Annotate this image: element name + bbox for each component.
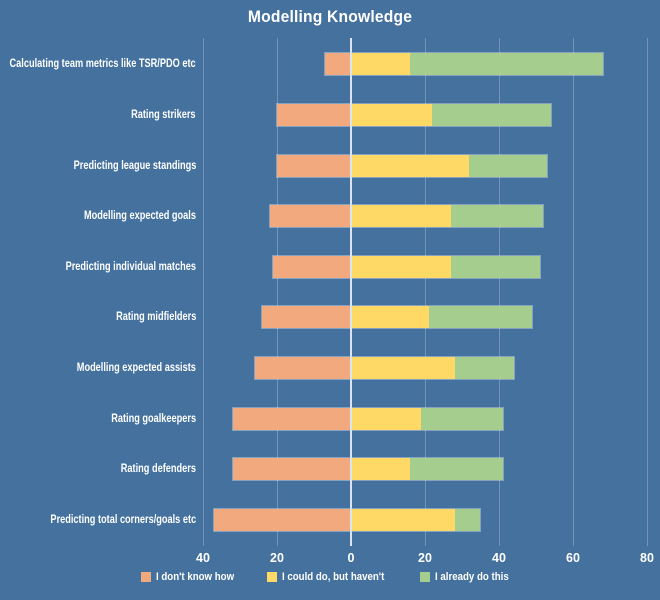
category-label: Modelling expected assists [0, 361, 196, 375]
bar-segment-i-don-t-know-how [262, 306, 351, 329]
legend-label: I don't know how [156, 571, 235, 583]
category-label: Modelling expected goals [0, 209, 196, 223]
x-tick-label: 40 [196, 551, 210, 565]
zero-line [350, 38, 352, 546]
legend-item: I already do this [420, 571, 519, 583]
category-label: Rating midfielders [0, 310, 196, 324]
category-label: Rating strikers [0, 108, 196, 122]
bar-row [277, 103, 551, 126]
gridline-20 [424, 38, 426, 546]
legend-swatch [420, 572, 431, 582]
bar-segment-i-already-do-this [432, 103, 551, 126]
bar-segment-i-already-do-this [450, 205, 544, 228]
gridline-40 [202, 38, 204, 546]
category-label-text: Rating goalkeepers [111, 412, 196, 425]
bar-row [325, 53, 603, 76]
legend-swatch [141, 572, 152, 582]
bar-segment-i-could-do-but-haven-t [350, 458, 411, 481]
category-label: Calculating team metrics like TSR/PDO et… [0, 57, 196, 71]
bar-segment-i-already-do-this [450, 255, 540, 278]
legend-swatch [266, 572, 277, 582]
bar-segment-i-already-do-this [428, 306, 533, 329]
x-tick-label: 0 [347, 551, 355, 565]
bar-row [262, 306, 533, 329]
bar-segment-i-already-do-this [421, 407, 503, 430]
category-label: Predicting league standings [0, 159, 196, 173]
bar-segment-i-don-t-know-how [277, 103, 351, 126]
x-tick-label: 20 [270, 551, 284, 565]
legend-item: I don't know how [141, 571, 245, 583]
bar-segment-i-already-do-this [454, 508, 481, 531]
bar-segment-i-already-do-this [410, 53, 603, 76]
bar-segment-i-could-do-but-haven-t [350, 407, 422, 430]
bar-segment-i-don-t-know-how [277, 154, 351, 177]
legend-label: I could do, but haven't [281, 571, 385, 583]
category-label-text: Predicting individual matches [65, 260, 196, 273]
x-tick-label: 20 [418, 551, 432, 565]
bar-segment-i-could-do-but-haven-t [350, 508, 455, 531]
bar-segment-i-could-do-but-haven-t [350, 356, 455, 379]
bar-segment-i-could-do-but-haven-t [351, 154, 470, 177]
x-tick-label: 60 [566, 551, 580, 565]
bar-row [273, 255, 540, 278]
gridline-40 [498, 38, 500, 546]
legend: I don't know how I could do, but haven't I… [0, 571, 660, 583]
bar-segment-i-already-do-this [454, 356, 514, 379]
bar-segment-i-don-t-know-how [325, 53, 351, 76]
gridline-60 [572, 38, 574, 546]
gridline-20 [276, 38, 278, 546]
bar-segment-i-could-do-but-haven-t [350, 255, 451, 278]
bar-row [214, 508, 481, 531]
category-label: Rating defenders [0, 462, 196, 476]
category-label-text: Modelling expected assists [76, 361, 196, 374]
bar-segment-i-don-t-know-how [214, 508, 351, 531]
bar-segment-i-don-t-know-how [232, 458, 351, 481]
bar-row [232, 407, 503, 430]
bar-row [277, 154, 548, 177]
bar-segment-i-don-t-know-how [254, 356, 351, 379]
bar-segment-i-could-do-but-haven-t [350, 205, 451, 228]
bar-segment-i-don-t-know-how [273, 255, 351, 278]
category-label: Predicting total corners/goals etc [0, 513, 196, 527]
bar-row [254, 356, 514, 379]
bar-segment-i-don-t-know-how [269, 205, 351, 228]
chart-title: Modelling Knowledge [247, 7, 413, 26]
x-tick-label: 40 [492, 551, 506, 565]
x-tick-label: 80 [640, 551, 654, 565]
bar-segment-i-already-do-this [410, 458, 503, 481]
category-label: Predicting individual matches [0, 260, 196, 274]
category-label-text: Rating strikers [131, 108, 196, 121]
legend-label: I already do this [435, 571, 509, 583]
gridline-80 [646, 38, 648, 546]
category-label-text: Modelling expected goals [84, 210, 196, 223]
category-label-text: Rating midfielders [115, 311, 196, 324]
category-label-text: Predicting total corners/goals etc [50, 513, 196, 526]
category-label-text: Predicting league standings [73, 159, 196, 172]
bar-segment-i-already-do-this [469, 154, 548, 177]
category-label: Rating goalkeepers [0, 412, 196, 426]
bar-segment-i-don-t-know-how [232, 407, 351, 430]
category-label-text: Rating defenders [120, 463, 196, 476]
category-label-text: Calculating team metrics like TSR/PDO et… [9, 58, 196, 71]
bar-segment-i-could-do-but-haven-t [351, 103, 433, 126]
legend-item: I could do, but haven't [266, 571, 398, 583]
bar-segment-i-could-do-but-haven-t [350, 53, 411, 76]
bar-segment-i-could-do-but-haven-t [350, 306, 429, 329]
bar-row [232, 458, 503, 481]
bar-row [269, 205, 544, 228]
